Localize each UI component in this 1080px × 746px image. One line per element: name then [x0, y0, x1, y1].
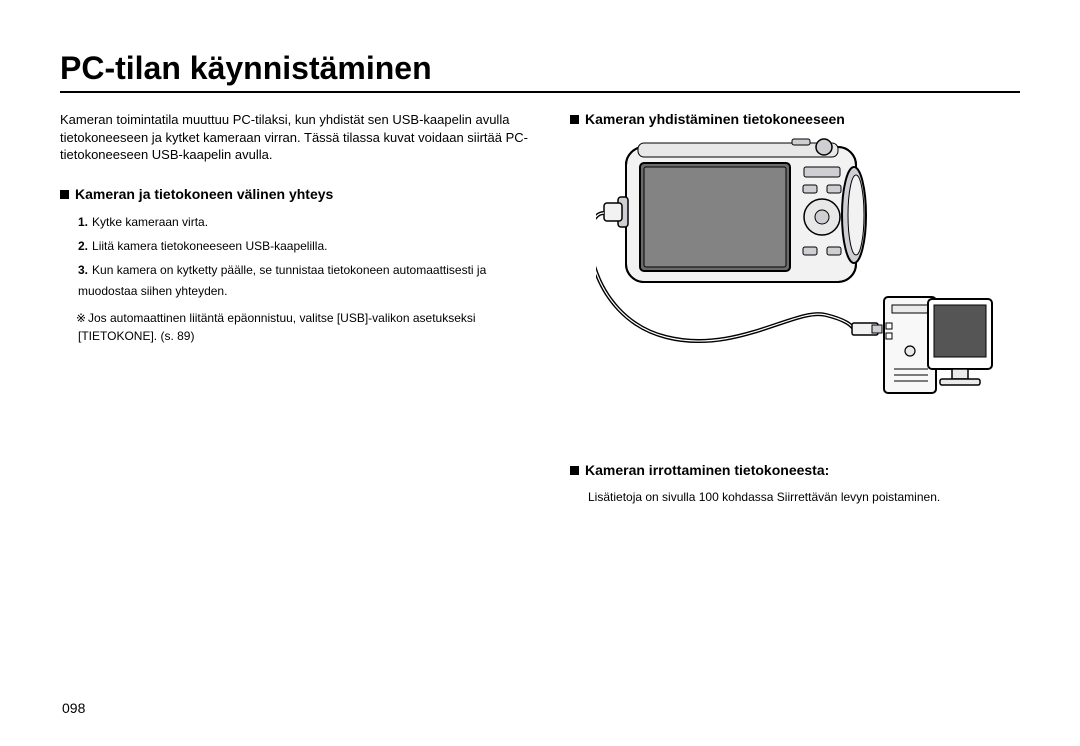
subhead-connect-pc: Kameran yhdistäminen tietokoneeseen	[570, 111, 1020, 127]
left-column: Kameran toimintatila muuttuu PC-tilaksi,…	[60, 111, 530, 506]
square-bullet-icon	[570, 466, 579, 475]
subhead-connection: Kameran ja tietokoneen välinen yhteys	[60, 186, 530, 202]
monitor-icon	[928, 299, 992, 385]
step-text: Kytke kameraan virta.	[92, 215, 208, 229]
square-bullet-icon	[570, 115, 579, 124]
step-text: Liitä kamera tietokoneeseen USB-kaapelil…	[92, 239, 327, 253]
subhead-disconnect-text: Kameran irrottaminen tietokoneesta:	[585, 462, 829, 478]
right-column: Kameran yhdistäminen tietokoneeseen	[570, 111, 1020, 506]
page-number: 098	[62, 700, 85, 716]
square-bullet-icon	[60, 190, 69, 199]
step-item: 3.Kun kamera on kytketty päälle, se tunn…	[78, 260, 530, 301]
step-item: 1.Kytke kameraan virta.	[78, 212, 530, 232]
note-text: Jos automaattinen liitäntä epäonnistuu, …	[78, 311, 476, 343]
subhead-connection-text: Kameran ja tietokoneen välinen yhteys	[75, 186, 333, 202]
connection-illustration	[596, 137, 1020, 422]
note-block: ※Jos automaattinen liitäntä epäonnistuu,…	[60, 309, 530, 345]
reference-mark-icon: ※	[76, 309, 88, 327]
page-title: PC-tilan käynnistäminen	[60, 50, 1020, 93]
intro-paragraph: Kameran toimintatila muuttuu PC-tilaksi,…	[60, 111, 530, 164]
subhead-disconnect: Kameran irrottaminen tietokoneesta:	[570, 462, 1020, 478]
disconnect-paragraph: Lisätietoja on sivulla 100 kohdassa Siir…	[570, 488, 1020, 506]
step-item: 2.Liitä kamera tietokoneeseen USB-kaapel…	[78, 236, 530, 256]
camera-icon	[618, 139, 866, 282]
steps-list: 1.Kytke kameraan virta. 2.Liitä kamera t…	[60, 212, 530, 302]
step-text: Kun kamera on kytketty päälle, se tunnis…	[78, 263, 486, 297]
subhead-connect-pc-text: Kameran yhdistäminen tietokoneeseen	[585, 111, 845, 127]
